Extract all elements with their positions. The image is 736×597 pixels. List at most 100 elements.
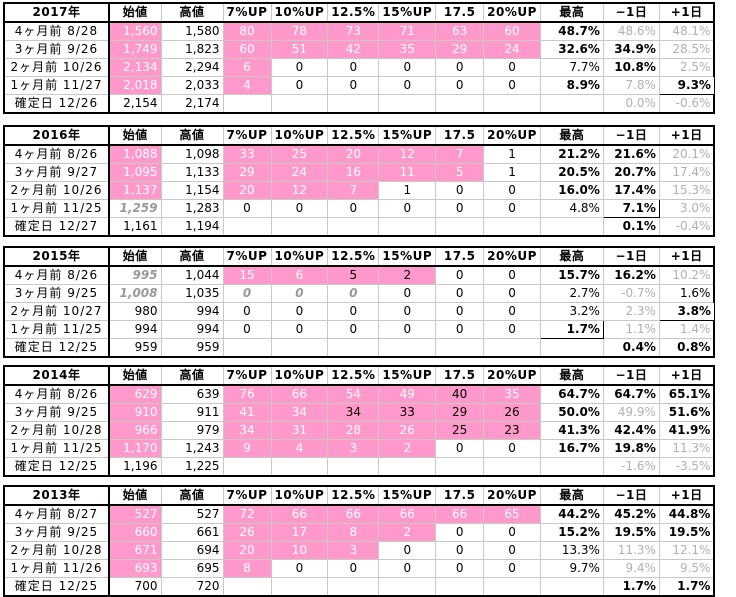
minus1-pct[interactable]: 2.3% xyxy=(602,302,660,321)
count-cell[interactable]: 0 xyxy=(270,559,329,578)
open-price[interactable]: 966 xyxy=(108,421,162,440)
count-cell[interactable]: 10 xyxy=(270,541,329,560)
column-header[interactable]: −1日 xyxy=(602,125,660,146)
count-cell[interactable] xyxy=(270,94,329,114)
column-header[interactable]: 10%UP xyxy=(270,2,329,23)
column-header[interactable]: 10%UP xyxy=(270,485,329,506)
max-pct[interactable] xyxy=(539,94,604,114)
high-price[interactable]: 911 xyxy=(160,403,224,422)
minus1-pct[interactable]: 19.5% xyxy=(602,523,660,542)
count-cell[interactable] xyxy=(327,94,380,114)
max-pct[interactable] xyxy=(539,217,604,237)
count-cell[interactable]: 63 xyxy=(435,21,485,41)
count-cell[interactable]: 72 xyxy=(222,504,272,524)
column-header[interactable]: +1日 xyxy=(658,2,716,23)
max-pct[interactable]: 1.7% xyxy=(539,320,604,339)
count-cell[interactable]: 0 xyxy=(222,284,272,303)
plus1-pct[interactable]: 48.1% xyxy=(658,21,716,41)
count-cell[interactable]: 0 xyxy=(222,320,272,339)
count-cell[interactable]: 17 xyxy=(270,523,329,542)
count-cell[interactable] xyxy=(327,577,380,597)
count-cell[interactable]: 6 xyxy=(270,265,329,285)
count-cell[interactable]: 34 xyxy=(270,403,329,422)
count-cell[interactable]: 12 xyxy=(270,181,329,200)
max-pct[interactable]: 15.2% xyxy=(539,523,604,542)
count-cell[interactable]: 80 xyxy=(222,21,272,41)
count-cell[interactable]: 41 xyxy=(222,403,272,422)
count-cell[interactable]: 0 xyxy=(270,199,329,218)
max-pct[interactable]: 48.7% xyxy=(539,21,604,41)
count-cell[interactable] xyxy=(270,577,329,597)
minus1-pct[interactable]: 45.2% xyxy=(602,504,660,524)
row-label[interactable]: 2ヶ月前 10/26 xyxy=(3,181,110,200)
column-header[interactable]: −1日 xyxy=(602,365,660,386)
plus1-pct[interactable]: -0.6% xyxy=(658,94,716,114)
count-cell[interactable]: 29 xyxy=(435,403,485,422)
count-cell[interactable] xyxy=(435,94,485,114)
column-header[interactable]: 12.5% xyxy=(327,485,380,506)
count-cell[interactable]: 15 xyxy=(222,265,272,285)
count-cell[interactable]: 8 xyxy=(222,559,272,578)
column-header[interactable]: 高値 xyxy=(160,2,224,23)
column-header[interactable]: 7%UP xyxy=(222,246,272,267)
minus1-pct[interactable]: 48.6% xyxy=(602,21,660,41)
count-cell[interactable]: 0 xyxy=(435,199,485,218)
count-cell[interactable]: 0 xyxy=(327,199,380,218)
row-label[interactable]: 4ヶ月前 8/27 xyxy=(3,504,110,524)
count-cell[interactable]: 0 xyxy=(270,320,329,339)
count-cell[interactable]: 40 xyxy=(435,384,485,404)
column-header[interactable]: +1日 xyxy=(658,246,716,267)
high-price[interactable]: 2,174 xyxy=(160,94,224,114)
plus1-pct[interactable]: 28.5% xyxy=(658,40,716,59)
count-cell[interactable] xyxy=(270,457,329,477)
count-cell[interactable] xyxy=(483,457,541,477)
column-header[interactable]: 12.5% xyxy=(327,246,380,267)
high-price[interactable]: 994 xyxy=(160,302,224,321)
column-header[interactable]: 15%UP xyxy=(378,2,437,23)
count-cell[interactable]: 0 xyxy=(378,58,437,77)
max-pct[interactable] xyxy=(539,457,604,477)
high-price[interactable]: 694 xyxy=(160,541,224,560)
count-cell[interactable]: 26 xyxy=(222,523,272,542)
open-price[interactable]: 2,018 xyxy=(108,76,162,95)
column-header[interactable]: 始値 xyxy=(108,365,162,386)
row-label[interactable]: 3ヶ月前 9/25 xyxy=(3,284,110,303)
minus1-pct[interactable]: 0.1% xyxy=(602,217,660,237)
count-cell[interactable]: 0 xyxy=(435,523,485,542)
open-price[interactable]: 660 xyxy=(108,523,162,542)
max-pct[interactable]: 20.5% xyxy=(539,163,604,182)
open-price[interactable]: 1,259 xyxy=(108,199,162,218)
row-label[interactable]: 確定日 12/25 xyxy=(3,577,110,597)
count-cell[interactable]: 0 xyxy=(327,284,380,303)
plus1-pct[interactable]: 11.3% xyxy=(658,439,716,458)
row-label[interactable]: 1ヶ月前 11/26 xyxy=(3,559,110,578)
column-header[interactable]: 始値 xyxy=(108,485,162,506)
count-cell[interactable]: 33 xyxy=(222,144,272,164)
count-cell[interactable]: 31 xyxy=(270,421,329,440)
column-header[interactable]: 高値 xyxy=(160,485,224,506)
max-pct[interactable]: 64.7% xyxy=(539,384,604,404)
max-pct[interactable]: 16.0% xyxy=(539,181,604,200)
count-cell[interactable]: 2 xyxy=(378,439,437,458)
high-price[interactable]: 1,035 xyxy=(160,284,224,303)
column-header[interactable]: 10%UP xyxy=(270,365,329,386)
open-price[interactable]: 1,008 xyxy=(108,284,162,303)
plus1-pct[interactable]: 2.5% xyxy=(658,58,716,77)
high-price[interactable]: 695 xyxy=(160,559,224,578)
count-cell[interactable]: 0 xyxy=(327,559,380,578)
count-cell[interactable]: 0 xyxy=(483,199,541,218)
plus1-pct[interactable]: 51.6% xyxy=(658,403,716,422)
minus1-pct[interactable]: 16.2% xyxy=(602,265,660,285)
column-header[interactable]: 20%UP xyxy=(483,365,541,386)
count-cell[interactable] xyxy=(222,457,272,477)
plus1-pct[interactable]: 3.8% xyxy=(658,302,715,321)
high-price[interactable]: 1,225 xyxy=(160,457,224,477)
count-cell[interactable]: 60 xyxy=(483,21,541,41)
count-cell[interactable] xyxy=(483,338,541,358)
count-cell[interactable]: 24 xyxy=(483,40,541,59)
count-cell[interactable]: 3 xyxy=(327,439,380,458)
open-price[interactable]: 1,088 xyxy=(108,144,162,164)
count-cell[interactable]: 66 xyxy=(435,504,485,524)
year-header[interactable]: 2016年 xyxy=(3,125,110,146)
minus1-pct[interactable]: 64.7% xyxy=(602,384,660,404)
